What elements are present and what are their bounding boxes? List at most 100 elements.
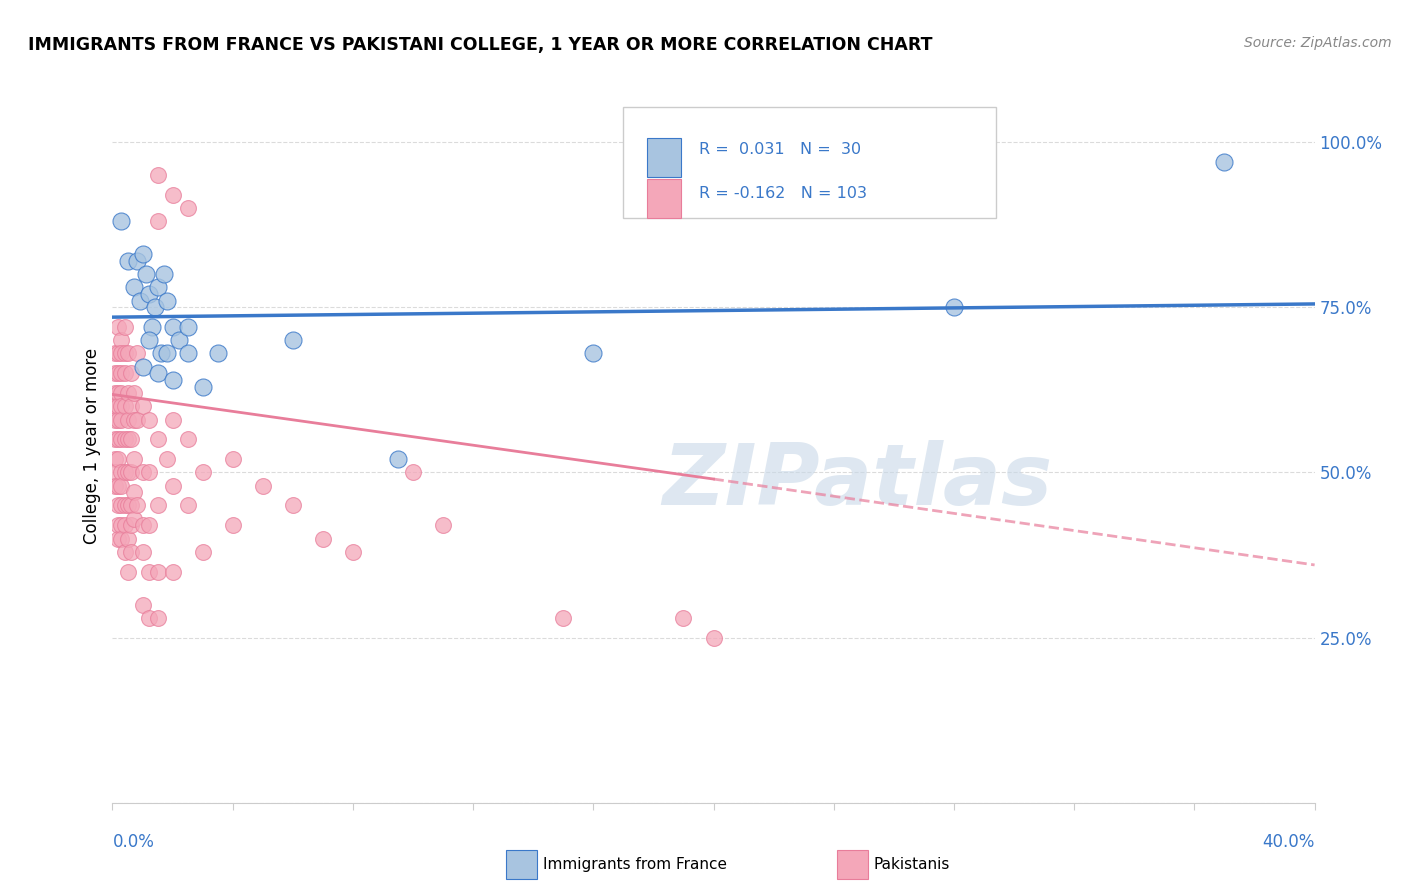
Text: R = -0.162   N = 103: R = -0.162 N = 103 bbox=[699, 186, 868, 201]
Point bbox=[176, 499, 198, 513]
Point bbox=[104, 452, 127, 467]
Text: 40.0%: 40.0% bbox=[1263, 833, 1315, 851]
Point bbox=[149, 346, 172, 360]
Point bbox=[942, 300, 965, 314]
Point bbox=[107, 346, 129, 360]
Point bbox=[107, 518, 129, 533]
Point bbox=[207, 346, 229, 360]
Point bbox=[138, 333, 160, 347]
Point bbox=[281, 333, 304, 347]
Point bbox=[342, 545, 364, 559]
Point bbox=[138, 412, 160, 426]
Point bbox=[120, 499, 142, 513]
Point bbox=[138, 565, 160, 579]
Point bbox=[1213, 154, 1236, 169]
Y-axis label: College, 1 year or more: College, 1 year or more bbox=[83, 348, 101, 544]
Point bbox=[155, 293, 177, 308]
Point bbox=[117, 386, 139, 401]
Point bbox=[110, 412, 132, 426]
Point bbox=[117, 565, 139, 579]
Point bbox=[702, 631, 725, 645]
Point bbox=[146, 168, 169, 182]
Point bbox=[191, 466, 214, 480]
Point bbox=[122, 386, 145, 401]
Point bbox=[162, 188, 184, 202]
Point bbox=[114, 518, 136, 533]
Point bbox=[114, 433, 136, 447]
Point bbox=[222, 452, 245, 467]
Point bbox=[104, 386, 127, 401]
Point bbox=[120, 400, 142, 414]
Point bbox=[104, 466, 127, 480]
Point bbox=[191, 379, 214, 393]
Point bbox=[120, 433, 142, 447]
Point bbox=[131, 598, 153, 612]
Point bbox=[110, 346, 132, 360]
Point bbox=[387, 452, 409, 467]
Point bbox=[104, 346, 127, 360]
Point bbox=[152, 267, 174, 281]
Point bbox=[138, 466, 160, 480]
Text: IMMIGRANTS FROM FRANCE VS PAKISTANI COLLEGE, 1 YEAR OR MORE CORRELATION CHART: IMMIGRANTS FROM FRANCE VS PAKISTANI COLL… bbox=[28, 36, 932, 54]
Point bbox=[110, 400, 132, 414]
Point bbox=[138, 518, 160, 533]
Point bbox=[114, 367, 136, 381]
Point bbox=[114, 499, 136, 513]
Point bbox=[110, 478, 132, 492]
Point bbox=[107, 499, 129, 513]
Point bbox=[176, 320, 198, 334]
FancyBboxPatch shape bbox=[623, 107, 995, 218]
Point bbox=[141, 320, 163, 334]
Point bbox=[135, 267, 157, 281]
Point bbox=[110, 433, 132, 447]
Point bbox=[114, 320, 136, 334]
Point bbox=[191, 545, 214, 559]
Point bbox=[125, 412, 148, 426]
Text: R =  0.031   N =  30: R = 0.031 N = 30 bbox=[699, 143, 862, 157]
Point bbox=[162, 412, 184, 426]
Point bbox=[107, 478, 129, 492]
Point bbox=[104, 367, 127, 381]
Point bbox=[117, 412, 139, 426]
Point bbox=[110, 518, 132, 533]
Point bbox=[122, 511, 145, 525]
Text: 0.0%: 0.0% bbox=[112, 833, 155, 851]
Point bbox=[131, 359, 153, 374]
Bar bbox=[647, 137, 681, 177]
Point bbox=[162, 320, 184, 334]
Point bbox=[114, 466, 136, 480]
Point bbox=[122, 280, 145, 294]
Point bbox=[402, 466, 425, 480]
Point bbox=[107, 433, 129, 447]
Point bbox=[122, 412, 145, 426]
Point bbox=[432, 518, 454, 533]
Point bbox=[146, 214, 169, 228]
Point bbox=[114, 545, 136, 559]
Point bbox=[107, 412, 129, 426]
Text: ZIPatlas: ZIPatlas bbox=[662, 440, 1053, 524]
Point bbox=[104, 478, 127, 492]
Point bbox=[155, 346, 177, 360]
Point bbox=[312, 532, 335, 546]
Point bbox=[107, 400, 129, 414]
Point bbox=[131, 518, 153, 533]
Point bbox=[146, 433, 169, 447]
Point bbox=[146, 367, 169, 381]
Point bbox=[146, 611, 169, 625]
Point bbox=[131, 466, 153, 480]
Point bbox=[131, 545, 153, 559]
Point bbox=[110, 333, 132, 347]
Point bbox=[107, 320, 129, 334]
Point bbox=[222, 518, 245, 533]
Point bbox=[104, 400, 127, 414]
Point bbox=[120, 518, 142, 533]
Point bbox=[114, 400, 136, 414]
Point bbox=[131, 400, 153, 414]
Point bbox=[252, 478, 274, 492]
Point bbox=[672, 611, 695, 625]
Point bbox=[176, 201, 198, 215]
Point bbox=[553, 611, 575, 625]
Point bbox=[110, 386, 132, 401]
Point bbox=[120, 367, 142, 381]
Point bbox=[117, 254, 139, 268]
